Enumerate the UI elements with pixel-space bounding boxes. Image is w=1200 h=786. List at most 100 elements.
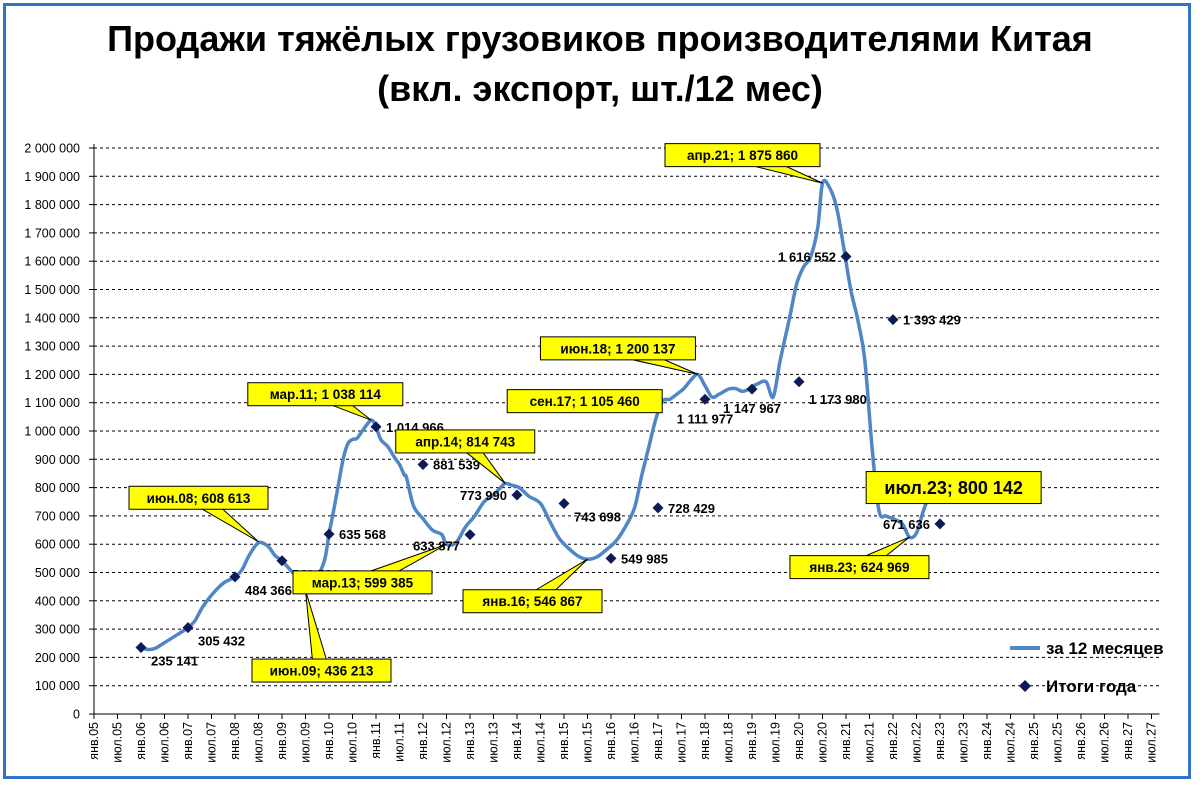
callout: янв.16; 546 867 [462,558,603,614]
y-tick-label: 1 700 000 [24,226,80,240]
x-tick-label: июл.18 [722,722,736,763]
x-tick-label: июл.27 [1145,722,1159,763]
annual-data-label: 484 366 [245,583,292,598]
annual-data-label: 633 877 [413,539,460,554]
callout-label: мар.13; 599 385 [312,575,414,590]
callout-box [865,471,1042,505]
x-tick-label: янв.07 [181,722,195,760]
x-tick-label: янв.15 [557,722,571,760]
annual-marker [699,393,711,405]
annual-marker [652,502,664,514]
x-tick-label: янв.23 [933,722,947,760]
callout: мар.13; 599 385 [292,543,447,595]
annual-marker [464,529,476,541]
y-tick-label: 200 000 [35,651,80,665]
y-tick-label: 1 500 000 [24,283,80,297]
x-tick-label: июл.11 [393,722,407,762]
annual-data-label: 881 539 [433,458,480,473]
x-tick-label: янв.25 [1027,722,1041,760]
y-tick-label: 1 400 000 [24,311,80,325]
x-tick-label: янв.24 [980,722,994,760]
x-tick-label: июл.08 [252,722,266,763]
annual-marker [135,641,147,653]
callout-box [462,589,603,614]
x-tick-label: янв.27 [1121,722,1135,760]
y-tick-label: 900 000 [35,453,80,467]
x-tick-label: янв.17 [651,722,665,760]
x-tick-label: июл.05 [111,722,125,763]
chart-title-line2: (вкл. экспорт, шт./12 мес) [377,68,823,109]
axes [93,144,1160,715]
callout-box [539,336,696,361]
annual-data-label: 1 616 552 [778,250,836,265]
x-tick-label: янв.12 [416,722,430,760]
y-tick-label: 0 [73,708,80,722]
x-tick-label: июл.07 [205,722,219,763]
callout-box [664,143,821,168]
x-tick-label: июл.13 [487,722,501,763]
annual-data-label: 773 990 [460,488,507,503]
callout-label: апр.21; 1 875 860 [687,148,798,163]
x-tick-label: янв.19 [745,722,759,760]
y-tick-label: 1 900 000 [24,170,80,184]
callout-box [789,555,930,580]
annual-data-label: 1 111 977 [677,411,733,426]
annual-marker [887,314,899,326]
annual-marker [793,376,805,388]
chart-title-line1: Продажи тяжёлых грузовиков производителя… [107,18,1093,59]
x-tick-label: июл.15 [581,722,595,763]
callout: апр.21; 1 875 860 [664,143,823,184]
y-tick-label: 400 000 [35,594,80,608]
x-tick-label: янв.18 [698,722,712,760]
x-tick-label: июл.19 [769,722,783,763]
x-tick-label: июл.06 [158,722,172,763]
x-tick-label: янв.08 [228,722,242,760]
annual-data-label: 635 568 [339,527,386,542]
x-tick-label: янв.09 [275,722,289,760]
x-tick-label: июл.12 [440,722,454,763]
y-tick-label: 1 100 000 [24,396,80,410]
x-tick-label: янв.05 [87,722,101,760]
x-tick-label: июл.14 [534,722,548,763]
callout-label: янв.23; 624 969 [809,560,909,575]
callout-label: янв.16; 546 867 [482,594,582,609]
x-tick-label: июл.09 [299,722,313,763]
annual-marker [558,498,570,510]
callout: янв.23; 624 969 [789,536,930,580]
legend: за 12 месяцев Итоги года [1010,639,1164,696]
callouts: июн.08; 608 613 июн.09; 436 213 мар.11; 1 … [128,143,1042,683]
x-tick-label: янв.20 [792,722,806,760]
y-tick-label: 2 000 000 [24,142,80,156]
x-tick-label: июл.23 [957,722,971,763]
annual-marker [840,251,852,263]
x-tick-label: июл.20 [816,722,830,763]
x-tick-label: янв.10 [322,722,336,760]
x-tick-label: июл.26 [1098,722,1112,763]
x-tick-label: июл.17 [675,722,689,763]
callout: апр.14; 814 743 [395,429,536,484]
annual-data-label: 305 432 [198,634,245,649]
y-tick-label: 800 000 [35,481,80,495]
x-tick-label: июл.21 [863,722,877,763]
callout-box [506,389,663,414]
annual-marker [182,622,194,634]
y-tick-label: 700 000 [35,509,80,523]
callout-label: июн.08; 608 613 [147,491,251,506]
callout: июн.08; 608 613 [128,485,269,543]
y-tick-label: 500 000 [35,566,80,580]
annual-marker [229,571,241,583]
x-tick-label: янв.26 [1074,722,1088,760]
callout-label: июн.09; 436 213 [270,664,374,679]
callout-label: апр.14; 814 743 [415,434,515,449]
x-tick-label: июл.25 [1051,722,1065,763]
annual-data-label: 728 429 [668,501,715,516]
annual-marker [746,383,758,395]
callout-label: мар.11; 1 038 114 [270,387,382,402]
y-tick-label: 100 000 [35,679,80,693]
legend-marker-swatch [1019,680,1031,692]
callout: июл.23; 800 142 [865,471,1042,505]
callout-box [292,570,433,595]
callout-label: июн.18; 1 200 137 [560,341,675,356]
callout-box [247,382,404,407]
